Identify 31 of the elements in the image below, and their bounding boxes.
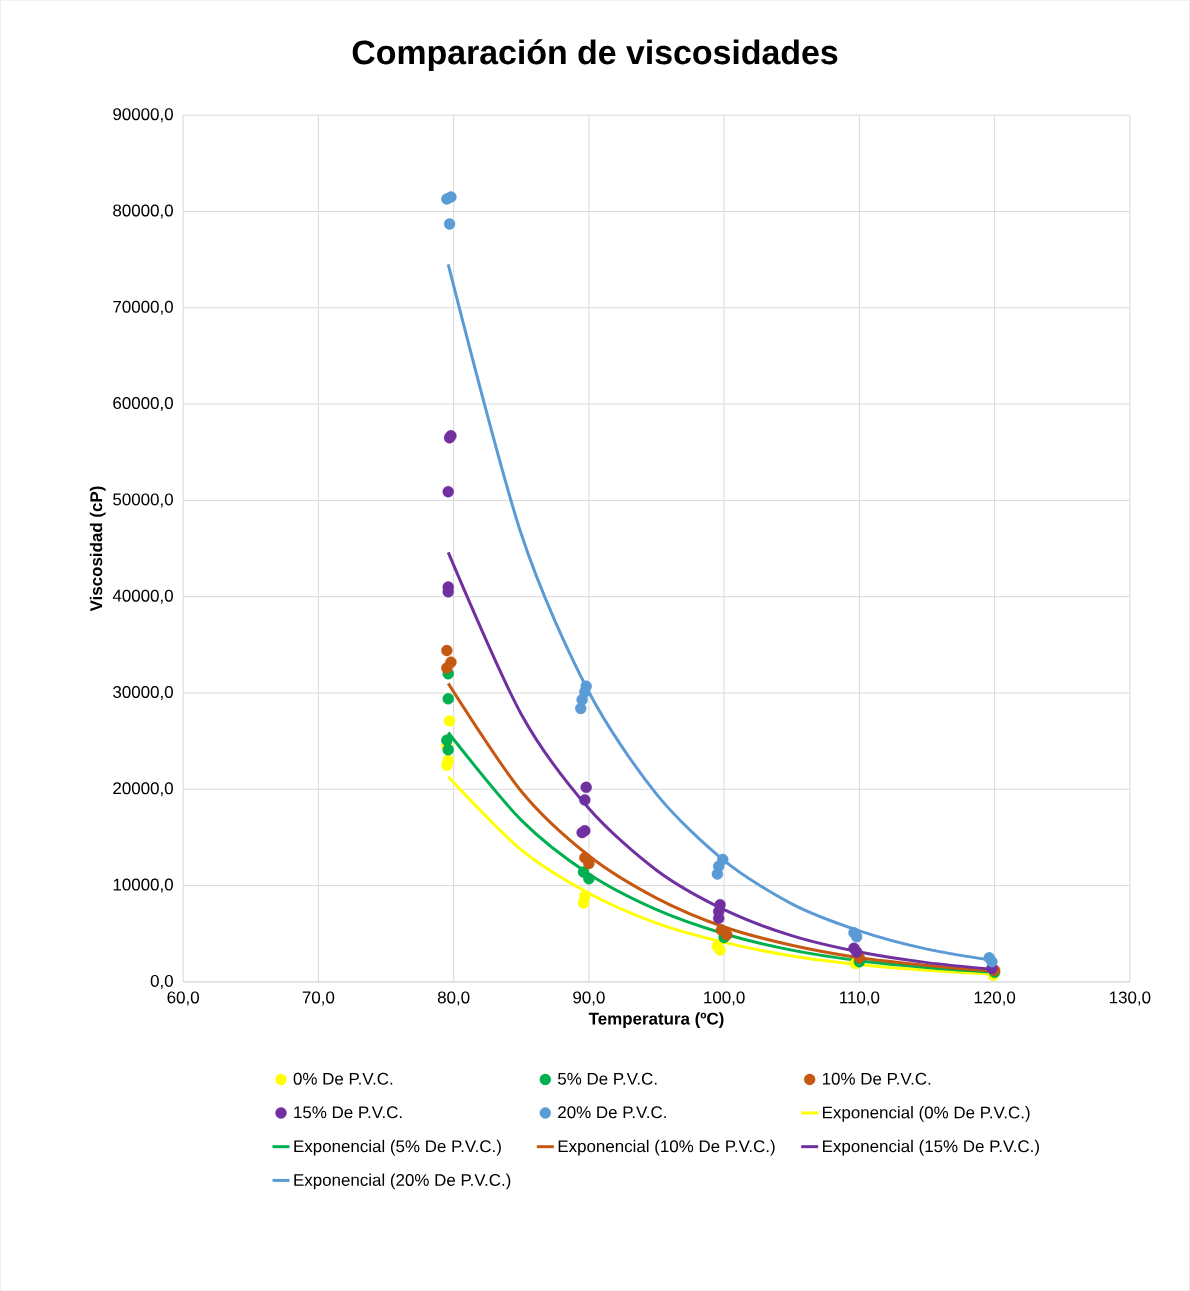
x-tick-label: 80,0	[437, 991, 470, 1006]
x-tick-label: 100,0	[704, 991, 745, 1006]
x-tick-label: 60,0	[167, 991, 199, 1006]
chart-title: Comparación de viscosidades	[352, 39, 838, 72]
legend-label: Exponencial (15% De P.V.C.)	[823, 1139, 1039, 1156]
y-tick-label: 20000,0	[113, 782, 173, 797]
legend-label: Exponencial (5% De P.V.C.)	[294, 1139, 501, 1156]
y-tick-label: 50000,0	[113, 493, 173, 508]
x-tick-label: 70,0	[302, 991, 335, 1006]
y-tick-label: 10000,0	[113, 878, 173, 893]
legend-label: 5% De P.V.C.	[557, 1072, 657, 1085]
y-tick-label: 60000,0	[113, 397, 173, 412]
legend-label: 20% De P.V.C.	[558, 1106, 666, 1119]
x-tick-label: 120,0	[974, 991, 1016, 1006]
y-tick-label: 70000,0	[113, 300, 173, 315]
legend-label: 10% De P.V.C.	[822, 1072, 931, 1085]
legend-label: 15% De P.V.C.	[294, 1106, 402, 1119]
x-tick-label: 110,0	[840, 991, 880, 1006]
y-tick-label: 30000,0	[113, 685, 173, 700]
x-axis-title: Temperatura (ºC)	[588, 1012, 724, 1029]
x-tick-label: 90,0	[573, 991, 605, 1006]
legend-label: Exponencial (0% De P.V.C.)	[823, 1106, 1030, 1122]
y-tick-label: 0,0	[150, 974, 173, 989]
legend-label: 0% De P.V.C.	[293, 1072, 393, 1085]
y-axis-title: Viscosidad (cP)	[89, 486, 106, 612]
y-tick-label: 80000,0	[113, 204, 173, 219]
y-tick-label: 40000,0	[112, 589, 173, 604]
legend-label: Exponencial (10% De P.V.C.)	[558, 1139, 775, 1156]
legend-label: Exponencial (20% De P.V.C.)	[294, 1173, 511, 1190]
x-tick-label: 130,0	[1109, 991, 1151, 1006]
y-tick-label: 90000,0	[113, 108, 173, 123]
